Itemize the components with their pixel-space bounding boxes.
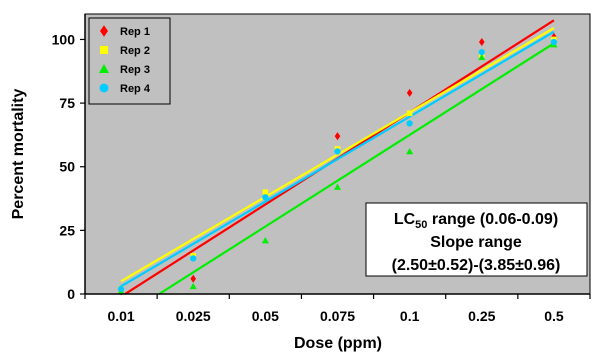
fit-line-rep-3 [158,42,555,295]
y-tick-label: 75 [59,95,75,111]
y-ticks: 0 25 50 75 100 [52,31,85,302]
x-ticks: 0.01 0.025 0.05 0.075 0.1 0.25 0.5 [84,294,591,324]
x-tick-label: 0.5 [544,308,564,324]
y-tick-label: 100 [52,31,76,47]
fit-line-rep-2 [120,27,555,283]
point-rep-3 [261,237,269,244]
point-rep-4 [190,255,197,262]
legend-marker-rep-1 [99,25,109,37]
y-tick-label: 50 [59,159,75,175]
point-rep-1 [334,132,341,141]
fit-lines [120,19,555,295]
point-rep-3 [334,183,341,190]
point-rep-1 [406,88,413,97]
legend-label: Rep 1 [120,26,150,38]
annotation-box: LC50 range (0.06-0.09) Slope range (2.50… [365,202,588,277]
x-tick-label: 0.25 [468,308,495,324]
legend-marker-rep-2 [100,46,108,54]
data-points [117,32,558,296]
point-rep-4 [117,285,125,293]
point-rep-3 [189,282,197,290]
annotation-line-1: LC50 range (0.06-0.09) [394,211,558,231]
x-tick-label: 0.1 [400,308,420,324]
legend-marker-rep-3 [99,64,109,73]
point-rep-4 [550,38,558,46]
legend-label: Rep 3 [120,64,150,76]
point-rep-1 [190,274,197,283]
legend-items: Rep 1 Rep 2 Rep 3 Rep 4 [99,25,151,95]
point-rep-2 [262,189,269,195]
point-rep-3 [478,53,486,61]
x-tick-label: 0.05 [252,308,279,324]
point-rep-2 [406,110,413,117]
point-rep-4 [406,120,413,127]
point-rep-4 [334,148,341,155]
annotation-line-3: (2.50±0.52)-(3.85±0.96) [392,257,561,274]
x-tick-label: 0.025 [176,308,211,324]
y-tick-label: 0 [67,286,75,302]
legend-label: Rep 4 [120,83,151,95]
point-rep-1 [478,37,485,47]
fit-line-rep-4 [120,30,555,288]
legend-label: Rep 2 [120,45,150,57]
legend-marker-rep-4 [99,83,109,93]
y-tick-label: 25 [59,222,75,238]
x-tick-label: 0.075 [320,308,355,324]
annotation-line-2: Slope range [430,234,522,251]
x-axis-title: Dose (ppm) [294,335,382,352]
legend: Rep 1 Rep 2 Rep 3 Rep 4 [88,17,171,105]
point-rep-4 [262,194,269,201]
point-rep-3 [406,147,414,155]
annotation-frame [365,202,588,277]
y-axis-title: Percent mortality [10,89,27,220]
point-rep-4 [478,49,485,56]
x-tick-label: 0.01 [107,308,134,324]
